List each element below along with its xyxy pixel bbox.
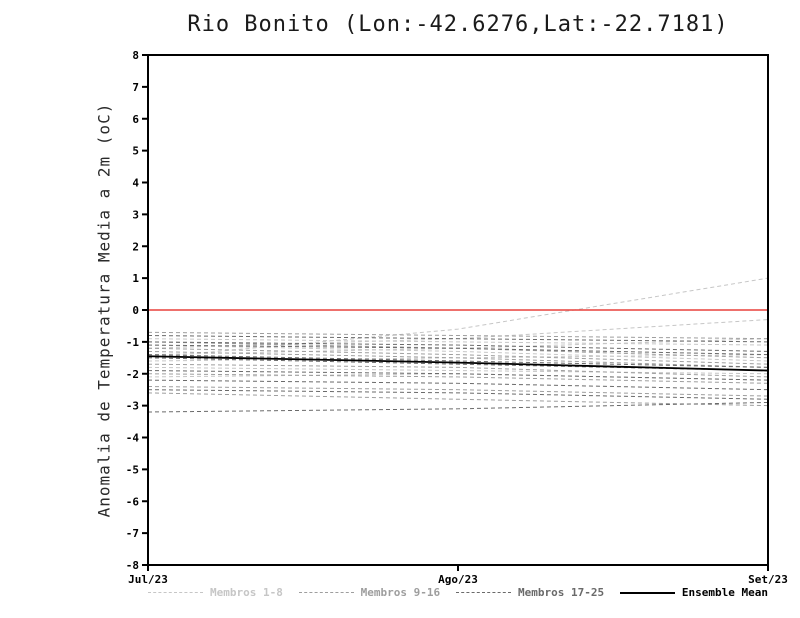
member-line-3 <box>147 338 769 346</box>
legend-label-membros-9-16: Membros 9-16 <box>360 586 441 599</box>
legend-item-membros-17-25: Membros 17-25 <box>455 586 605 599</box>
y-tick-label: 7 <box>132 81 139 94</box>
y-tick-label: 6 <box>132 113 139 126</box>
member-line-16 <box>147 392 769 407</box>
legend-label-membros-17-25: Membros 17-25 <box>517 586 605 599</box>
y-tick-label: -6 <box>126 495 140 508</box>
member-line-19 <box>147 357 769 372</box>
y-tick-label: -1 <box>126 336 140 349</box>
legend-item-membros-9-16: Membros 9-16 <box>298 586 441 599</box>
x-tick-label: Ago/23 <box>438 573 478 586</box>
x-tick-label: Set/23 <box>748 573 788 586</box>
y-tick-label: 4 <box>132 177 139 190</box>
y-tick-label: -7 <box>126 527 139 540</box>
legend-item-ensemble-mean: Ensemble Mean <box>619 586 768 599</box>
y-tick-label: 1 <box>132 272 139 285</box>
legend-line-sample-membros-9-16 <box>298 592 354 593</box>
member-line-22 <box>147 401 769 413</box>
y-tick-label: -3 <box>126 400 139 413</box>
y-tick-label: 0 <box>132 304 139 317</box>
plot-frame <box>147 54 769 566</box>
y-tick-label: 8 <box>132 49 139 62</box>
legend-label-membros-1-8: Membros 1-8 <box>210 586 283 599</box>
chart-title: Rio Bonito (Lon:-42.6276,Lat:-22.7181) <box>187 12 729 37</box>
member-line-6 <box>147 344 769 362</box>
member-line-25 <box>147 341 769 352</box>
member-line-13 <box>147 363 769 378</box>
member-line-24 <box>147 389 769 400</box>
y-tick-label: -8 <box>126 559 139 572</box>
member-line-20 <box>147 370 769 381</box>
legend-line-sample-ensemble-mean <box>619 591 675 594</box>
y-tick-label: -4 <box>126 432 140 445</box>
member-line-9 <box>147 331 769 340</box>
y-tick-label: 2 <box>132 240 139 253</box>
member-line-23 <box>147 354 769 368</box>
y-tick-label: 3 <box>132 208 139 221</box>
legend-item-membros-1-8: Membros 1-8 <box>148 586 283 599</box>
member-line-1 <box>147 277 769 359</box>
member-line-7 <box>147 366 769 375</box>
member-line-11 <box>147 350 769 368</box>
y-tick-label: -2 <box>126 368 139 381</box>
legend: Membros 1-8 Membros 9-16 Membros 17-25 E… <box>148 586 768 599</box>
member-line-15 <box>147 347 769 365</box>
member-line-17 <box>147 335 769 343</box>
x-tick-label: Jul/23 <box>128 573 168 586</box>
legend-line-sample-membros-1-8 <box>148 592 203 593</box>
member-line-18 <box>147 344 769 356</box>
legend-line-sample-membros-17-25 <box>455 592 511 593</box>
member-line-14 <box>147 373 769 384</box>
y-tick-label: -5 <box>126 463 139 476</box>
member-line-21 <box>147 379 769 391</box>
y-tick-label: 5 <box>132 145 139 158</box>
member-line-12 <box>147 386 769 397</box>
ensemble-mean-line <box>147 355 769 372</box>
legend-label-ensemble-mean: Ensemble Mean <box>681 586 768 599</box>
